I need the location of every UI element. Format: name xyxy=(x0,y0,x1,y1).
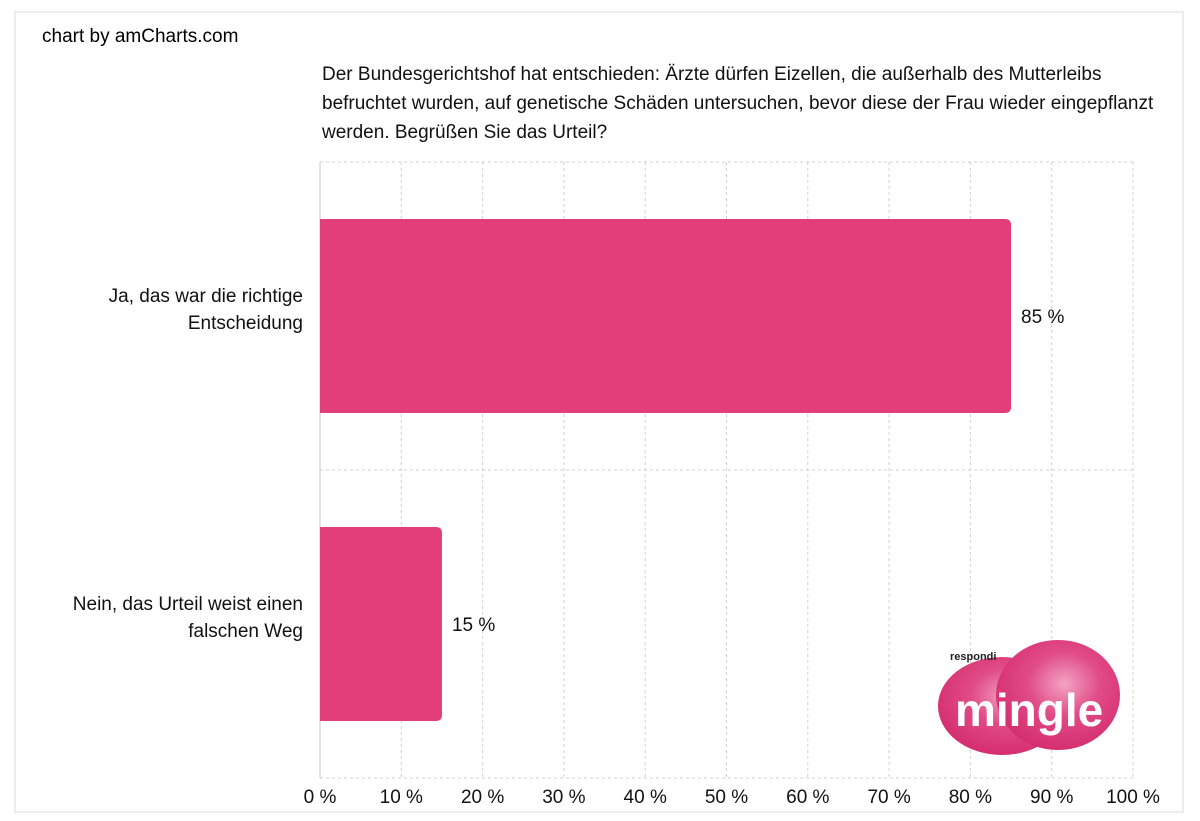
x-tick-label: 0 % xyxy=(304,787,337,808)
mingle-logo: respondi mingle xyxy=(938,640,1120,755)
value-labels: 85 % 15 % xyxy=(452,307,1065,636)
x-tick-label: 50 % xyxy=(705,787,748,808)
category-labels: Ja, das war die richtige Entscheidung Nein… xyxy=(73,286,303,642)
bars xyxy=(320,218,1012,722)
x-tick-label: 10 % xyxy=(380,787,423,808)
chart-credit: chart by amCharts.com xyxy=(42,26,239,47)
bar-0 xyxy=(320,218,1012,414)
x-tick-label: 20 % xyxy=(461,787,504,808)
bar-1 xyxy=(320,526,442,722)
x-axis-ticks: 0 % 10 % 20 % 30 % 40 % 50 % 60 % 70 % 80 % 90 % 1… xyxy=(304,787,1160,808)
x-tick-label: 60 % xyxy=(786,787,829,808)
value-label-0: 85 % xyxy=(1021,307,1064,328)
x-tick-label: 100 % xyxy=(1106,787,1160,808)
x-tick-label: 30 % xyxy=(542,787,585,808)
x-tick-label: 90 % xyxy=(1030,787,1073,808)
category-label-1: Nein, das Urteil weist einen falschen Weg xyxy=(73,594,303,642)
value-label-1: 15 % xyxy=(452,615,495,636)
x-tick-label: 70 % xyxy=(867,787,910,808)
chart-title: Der Bundesgerichtshof hat entschieden: Ä… xyxy=(322,64,1154,143)
x-tick-label: 80 % xyxy=(949,787,992,808)
logo-small-text: respondi xyxy=(950,651,996,663)
chart-border xyxy=(14,11,1184,813)
category-label-0: Ja, das war die richtige Entscheidung xyxy=(109,286,303,334)
logo-blob-right xyxy=(996,640,1120,750)
x-tick-label: 40 % xyxy=(624,787,667,808)
logo-big-text: mingle xyxy=(955,684,1103,736)
